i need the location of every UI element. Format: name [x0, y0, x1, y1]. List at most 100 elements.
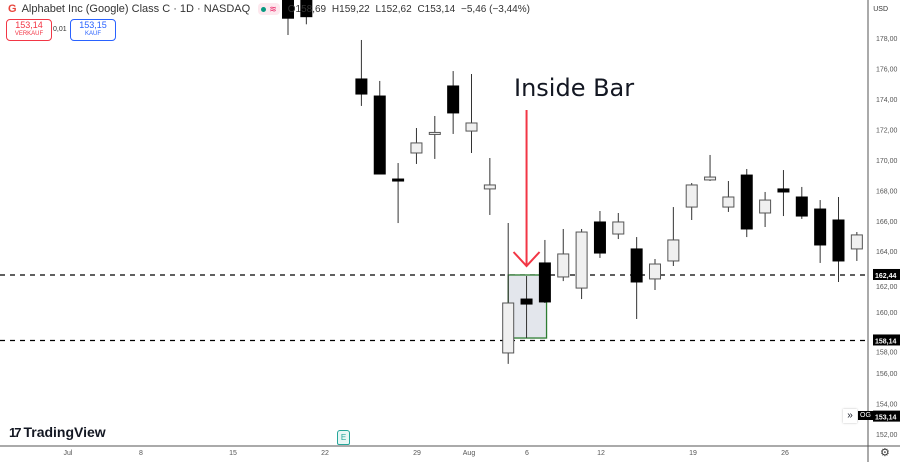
candle-body-bullish — [428, 131, 441, 135]
time-tick-label: Aug — [463, 450, 476, 457]
candle — [410, 128, 423, 164]
price-tick-label: 174,00 — [876, 97, 898, 104]
candle-body-bearish — [630, 248, 643, 283]
sell-label: VERKAUF — [14, 31, 44, 37]
symbol-title[interactable]: Alphabet Inc (Google) Class C · 1D · NAS… — [21, 3, 251, 15]
inside-bar-annotation: Inside Bar — [514, 74, 635, 102]
candle — [502, 223, 515, 364]
price-tick-label: 160,00 — [876, 310, 898, 317]
price-tick-label: 178,00 — [876, 36, 898, 43]
candle — [465, 73, 478, 153]
time-tick-label: 6 — [525, 450, 529, 457]
time-tick-label: 8 — [139, 450, 143, 457]
price-tick-label: 168,00 — [876, 188, 898, 195]
time-tick-label: 26 — [781, 450, 789, 457]
candle — [300, 0, 313, 25]
candle-body-bearish — [282, 0, 294, 19]
time-tick-label: 19 — [689, 450, 697, 457]
candle — [593, 211, 606, 258]
time-tick-label: 12 — [597, 450, 605, 457]
candle-body-bearish — [447, 85, 460, 114]
ohlc-values: O158,69 H159,22 L152,62 C153,14 −5,46 (−… — [288, 4, 533, 15]
candle — [740, 168, 753, 238]
candle-body-bullish — [410, 142, 423, 154]
sell-button[interactable]: 153,14 VERKAUF — [6, 19, 52, 41]
candle — [447, 71, 460, 134]
candle — [538, 239, 551, 304]
spread-value: 0,01 — [53, 26, 67, 33]
sell-price: 153,14 — [15, 20, 43, 30]
candle-body-bullish — [483, 184, 496, 190]
market-status-badge[interactable]: ≋ — [258, 3, 280, 15]
price-tick-label: 166,00 — [876, 219, 898, 226]
candle — [795, 186, 808, 219]
last-price-label: 153,14 — [875, 415, 897, 422]
low-value: L152,62 — [375, 3, 412, 15]
candle — [612, 212, 625, 240]
buy-button[interactable]: 153,15 KAUF — [70, 19, 116, 41]
change-value: −5,46 (−3,44%) — [461, 3, 530, 15]
candle-body-bullish — [649, 263, 661, 280]
candle — [373, 80, 386, 175]
candle-body-bearish — [832, 219, 845, 262]
candle-body-bullish — [502, 302, 515, 354]
candle-body-bullish — [704, 176, 717, 181]
candle-body-bearish — [593, 221, 606, 254]
candle-body-bearish — [740, 174, 753, 230]
earnings-marker-icon[interactable]: E — [337, 430, 350, 445]
tradingview-mark-icon: 17 — [9, 424, 22, 440]
candle — [428, 115, 441, 159]
candle-body-bearish — [300, 0, 313, 18]
candle-body-bullish — [575, 231, 588, 289]
price-tick-label: 176,00 — [876, 66, 898, 73]
candle — [355, 39, 368, 106]
time-tick-label: 29 — [413, 450, 421, 457]
candle — [282, 0, 294, 35]
candle — [392, 163, 405, 224]
candle — [649, 258, 661, 291]
settings-gear-icon[interactable]: ⚙ — [880, 447, 890, 459]
open-value: O158,69 — [287, 3, 327, 15]
tradingview-logo[interactable]: 17 TradingView — [9, 424, 106, 440]
candle — [759, 191, 772, 228]
symbol-header: G Alphabet Inc (Google) Class C · 1D · N… — [8, 3, 533, 15]
level-price-label: 158,14 — [875, 338, 897, 345]
level-price-tag — [873, 268, 900, 280]
candle-body-bullish — [612, 221, 625, 235]
candle-body-bullish — [667, 239, 680, 262]
time-tick-label: 22 — [321, 450, 329, 457]
candle — [722, 181, 735, 212]
expand-chevrons-icon[interactable]: » — [843, 409, 857, 423]
price-tick-label: 156,00 — [876, 371, 898, 378]
google-logo-icon: G — [8, 3, 17, 15]
currency-label[interactable]: USD — [873, 6, 888, 13]
close-value: C153,14 — [417, 3, 456, 15]
candle — [850, 232, 863, 261]
level-price-label: 162,44 — [875, 273, 897, 280]
candle-body-bearish — [777, 188, 790, 193]
candle — [685, 182, 698, 220]
candle — [483, 158, 496, 215]
candle-body-bullish — [850, 234, 863, 250]
candle-body-bullish — [722, 196, 735, 208]
tradingview-wordmark: TradingView — [23, 424, 106, 440]
candle-body-bullish — [465, 122, 478, 132]
candle-body-bearish — [392, 178, 405, 182]
candle — [667, 207, 680, 266]
candle — [520, 276, 533, 339]
last-price-tag-box — [873, 410, 900, 422]
wave-icon: ≋ — [269, 3, 277, 14]
candle-body-bearish — [355, 78, 368, 95]
candle-body-bearish — [373, 95, 386, 175]
level-price-tag — [873, 334, 900, 346]
candle — [575, 228, 588, 300]
candle — [630, 237, 643, 319]
buy-price: 153,15 — [79, 20, 107, 30]
price-tick-label: 170,00 — [876, 158, 898, 165]
candle — [557, 228, 570, 282]
price-tick-label: 154,00 — [876, 402, 898, 409]
buy-label: KAUF — [84, 31, 101, 37]
time-tick-label: Jul — [64, 450, 73, 457]
candle-body-bearish — [538, 262, 551, 303]
